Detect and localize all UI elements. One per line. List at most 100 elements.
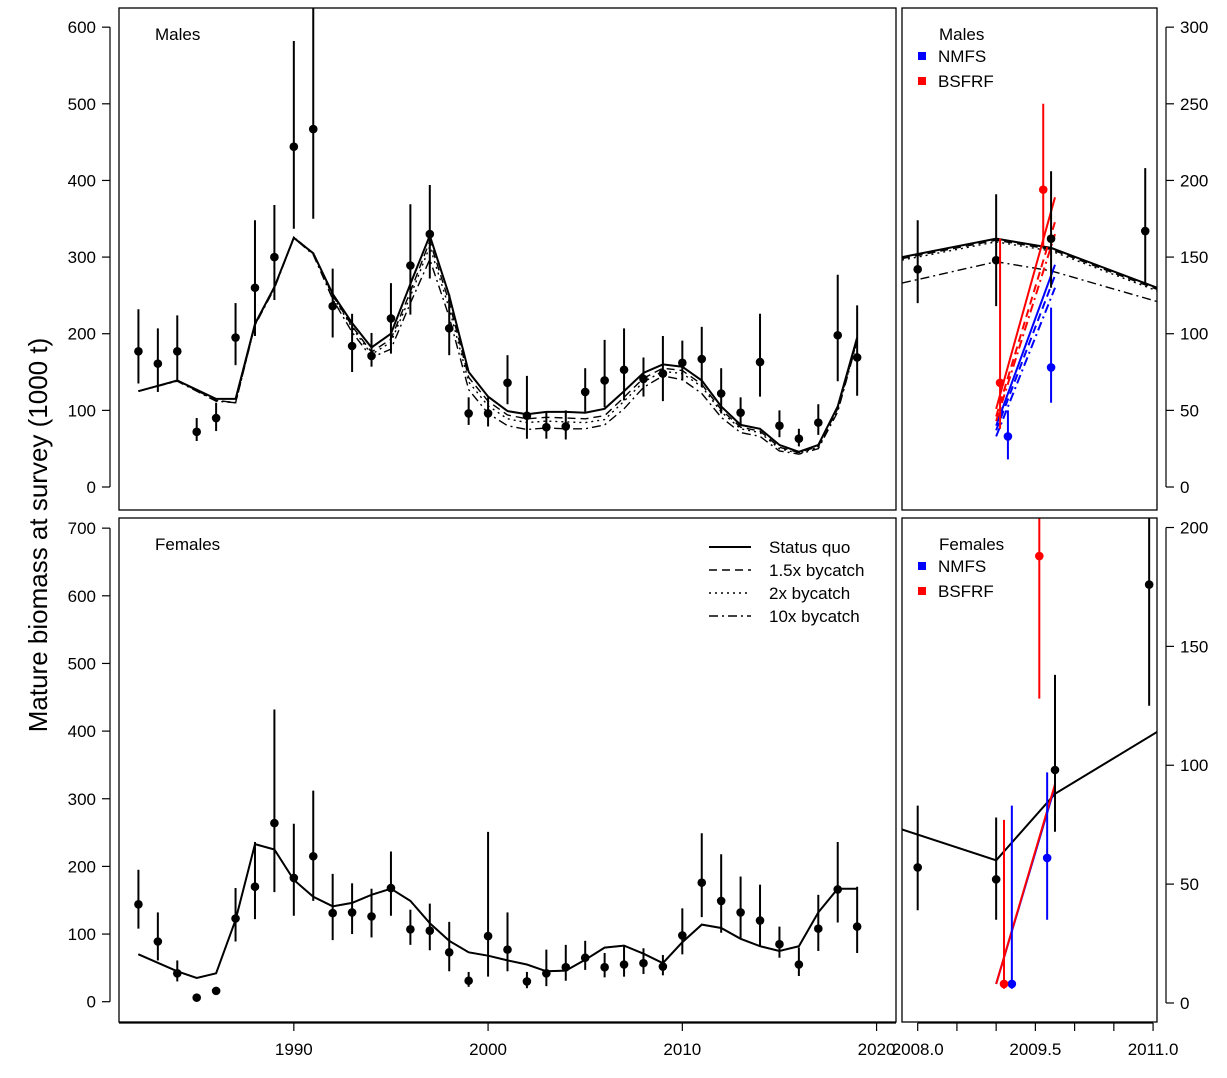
obs-point: [211, 986, 221, 996]
fit-line-nmfs-dashdot: [995, 287, 1056, 437]
x-tick-label: 2000: [469, 1040, 507, 1059]
obs-point: [736, 908, 745, 917]
obs-point: [386, 883, 396, 893]
obs-point: [619, 365, 629, 375]
plot-area-females_main: [134, 709, 862, 1002]
obs-point: [134, 899, 143, 909]
obs-point: [406, 261, 415, 270]
panel-females_inset: 0 50 100 150 200 2008.0 2009.5 2011.0 Females NMF…: [892, 517, 1208, 1059]
y-axis-males_inset: 0 50 100 150 200 250 300: [1165, 18, 1208, 497]
x-tick-label: 2008.0: [892, 1040, 944, 1059]
panel-title-females_inset: Females: [939, 535, 1004, 554]
obs-point: [308, 124, 318, 134]
obs-point: [775, 939, 784, 949]
obs-point: [991, 255, 1001, 265]
obs-point: [347, 908, 357, 917]
legend-swatch-nmfs: [918, 52, 926, 60]
obs-point: [755, 916, 765, 925]
x-tick-label: 2010: [663, 1040, 701, 1059]
fit-line-bsfrf-solid: [995, 197, 1056, 410]
y-tick-label: 0: [1180, 994, 1189, 1013]
y-tick-label: 300: [68, 790, 96, 809]
series-line-10x-bycatch: [138, 843, 858, 979]
y-tick-label: 0: [87, 478, 96, 497]
obs-point: [600, 962, 609, 972]
obs-point: [289, 873, 299, 883]
obs-point: [716, 896, 726, 906]
obs-point: [172, 968, 182, 978]
obs-point: [542, 968, 551, 978]
legend-swatch-bsfrf: [918, 77, 926, 85]
obs-point: [153, 359, 163, 368]
obs-point: [913, 265, 922, 274]
obs-point: [211, 413, 221, 423]
y-tick-label: 150: [1180, 248, 1208, 267]
y-axis-females_inset: 0 50 100 150 200: [1165, 519, 1208, 1013]
obs-point: [580, 953, 590, 963]
fit-line-nmfs-dashed: [995, 275, 1056, 431]
legend-label: 1.5x bycatch: [769, 561, 864, 580]
obs-point: [328, 301, 337, 311]
obs-point: [1046, 234, 1056, 243]
y-tick-label: 200: [1180, 171, 1208, 190]
panel-title-males_inset: Males: [939, 25, 984, 44]
obs-point: [386, 314, 396, 323]
legend-label-bsfrf: BSFRF: [938, 72, 994, 91]
y-tick-label: 500: [68, 95, 96, 114]
obs-point: [406, 925, 415, 934]
y-tick-label: 100: [68, 401, 96, 420]
y-tick-label: 600: [68, 18, 96, 37]
fit-line-nmfs-solid: [995, 264, 1056, 427]
obs-point: [639, 374, 648, 384]
panel-males_main: 0 100 200 300 400 500 600 Males: [68, 7, 897, 511]
obs-point: [658, 962, 668, 971]
y-tick-label: 50: [1180, 875, 1199, 894]
obs-point: [542, 422, 551, 432]
legend-label-nmfs: NMFS: [938, 557, 986, 576]
obs-bsfrf-point: [1035, 551, 1044, 561]
obs-point: [483, 409, 493, 418]
x-axis-females_inset: 2008.0 2009.5 2011.0: [892, 1022, 1178, 1059]
obs-point: [270, 252, 279, 262]
y-tick-label: 700: [68, 519, 96, 538]
legend-label-bsfrf: BSFRF: [938, 582, 994, 601]
series-line-status-quo: [138, 232, 859, 453]
series-line-status-quo: [902, 731, 1157, 862]
series-line-1-5x-bycatch: [902, 239, 1157, 290]
y-axis-label: Mature biomass at survey (1000 t): [23, 338, 53, 733]
fit-line-bsfrf-dashed: [995, 221, 1056, 417]
legend-label: 2x bycatch: [769, 584, 850, 603]
series-line-status-quo: [902, 237, 1157, 289]
series-line-10x-bycatch: [902, 731, 1157, 862]
x-tick-label: 1990: [275, 1040, 313, 1059]
obs-point: [270, 818, 279, 828]
obs-point: [483, 931, 493, 941]
obs-point: [503, 378, 512, 388]
obs-point: [250, 882, 260, 891]
legend-label-nmfs: NMFS: [938, 47, 986, 66]
obs-point: [367, 351, 376, 361]
obs-point: [580, 387, 590, 397]
series-line-10x-bycatch: [138, 236, 858, 455]
obs-point: [522, 977, 532, 986]
legend-swatch-nmfs: [918, 562, 926, 570]
obs-point: [658, 369, 668, 378]
obs-point: [464, 409, 473, 418]
obs-point: [600, 376, 609, 385]
obs-point: [328, 908, 337, 918]
panel-title-females_main: Females: [155, 535, 220, 554]
panel-females_main: 0 100 200 300 400 500 600 700 1990 2000 2010 2020 Fe…: [68, 517, 897, 1059]
obs-point: [814, 418, 823, 427]
obs-point: [561, 962, 571, 972]
panel-title-males_main: Males: [155, 25, 200, 44]
x-tick-label: 2020: [858, 1040, 896, 1059]
obs-point: [367, 912, 376, 921]
obs-point: [172, 347, 182, 356]
obs-point: [522, 411, 532, 421]
y-tick-label: 300: [1180, 18, 1208, 37]
panel-frame: [118, 7, 897, 511]
obs-bsfrf-point: [1038, 185, 1048, 194]
obs-point: [444, 324, 454, 333]
obs-point: [639, 958, 648, 968]
